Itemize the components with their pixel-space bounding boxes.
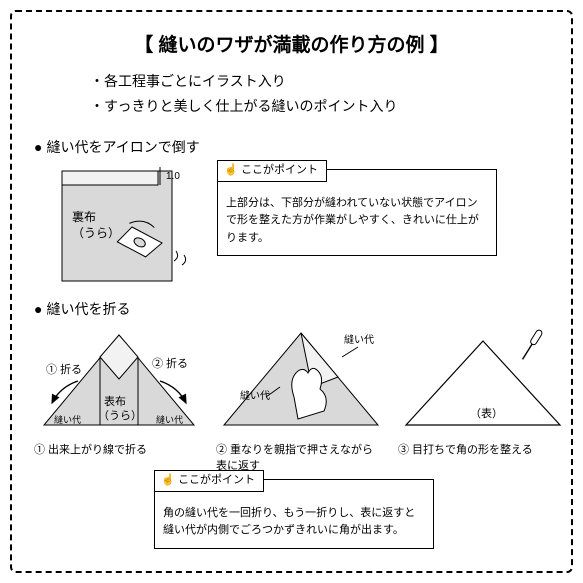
svg-text:（表）: （表）	[470, 406, 503, 420]
point-hand-icon-2: ☝	[161, 472, 173, 489]
step1-caption: ① 出来上がり線で折る	[34, 441, 202, 457]
point1-label: ここがポイント	[241, 164, 318, 176]
step1-diagram: ① 折る ② 折る 表布 （うら） 縫い代 縫い代 ① 出来上がり線で折る	[34, 327, 202, 473]
svg-text:縫い代: 縫い代	[240, 389, 270, 402]
bullet-2: ・すっきりと美しく仕上がる縫いのポイント入り	[90, 94, 549, 119]
svg-text:① 折る: ① 折る	[46, 362, 82, 376]
step3-diagram: （表） ③ 目打ちで角の形を整える	[398, 327, 566, 473]
fabric-label-line1: 裏布	[72, 209, 96, 224]
fabric-iron-diagram: 1.0 裏布 （うら）	[34, 165, 199, 285]
svg-text:縫い代: 縫い代	[54, 414, 81, 425]
awl-icon	[520, 329, 543, 361]
svg-text:② 折る: ② 折る	[152, 356, 188, 370]
section1-heading: 縫い代をアイロンで倒す	[34, 137, 549, 157]
svg-text:（うら）: （うら）	[98, 409, 142, 422]
measure-label: 1.0	[166, 171, 180, 182]
step2-diagram: 縫い代 縫い代 ② 重なりを親指で押さえながら表に返す	[216, 327, 384, 473]
section2-row: ① 折る ② 折る 表布 （うら） 縫い代 縫い代 ① 出来上がり線で折る 縫い…	[34, 327, 549, 473]
dashed-frame: 【 縫いのワザが満載の作り方の例 】 ・各工程事ごとにイラスト入り ・すっきりと…	[10, 10, 573, 573]
point-box-2: ☝ ここがポイント 角の縫い代を一回折り、もう一折りし、表に返すと縫い代が内側で…	[154, 479, 474, 548]
svg-text:縫い代: 縫い代	[344, 333, 374, 346]
svg-text:表布: 表布	[104, 394, 126, 408]
point-hand-icon: ☝	[224, 162, 236, 179]
svg-text:縫い代: 縫い代	[156, 414, 183, 425]
section1-row: 1.0 裏布 （うら） ☝ ここがポイント	[34, 165, 549, 285]
step2-caption: ② 重なりを親指で押さえながら表に返す	[216, 441, 384, 473]
page-title: 【 縫いのワザが満載の作り方の例 】	[34, 30, 549, 57]
thumb-icon	[292, 369, 327, 420]
bullet-1: ・各工程事ごとにイラスト入り	[90, 69, 549, 94]
point2-label: ここがポイント	[178, 474, 255, 486]
section2-heading: 縫い代を折る	[34, 299, 549, 319]
point-box-1: ☝ ここがポイント 上部分は、下部分が縫われていない状態でアイロンで形を整えた方…	[217, 169, 497, 255]
step3-caption: ③ 目打ちで角の形を整える	[398, 441, 566, 457]
fabric-label-line2: （うら）	[72, 226, 120, 240]
intro-bullets: ・各工程事ごとにイラスト入り ・すっきりと美しく仕上がる縫いのポイント入り	[90, 69, 549, 119]
point1-body: 上部分は、下部分が縫われていない状態でアイロンで形を整えた方が作業がしやすく、き…	[226, 195, 488, 246]
point2-body: 角の縫い代を一回折り、もう一折りし、表に返すと縫い代が内側でごろつかずきれいに角…	[163, 505, 425, 539]
